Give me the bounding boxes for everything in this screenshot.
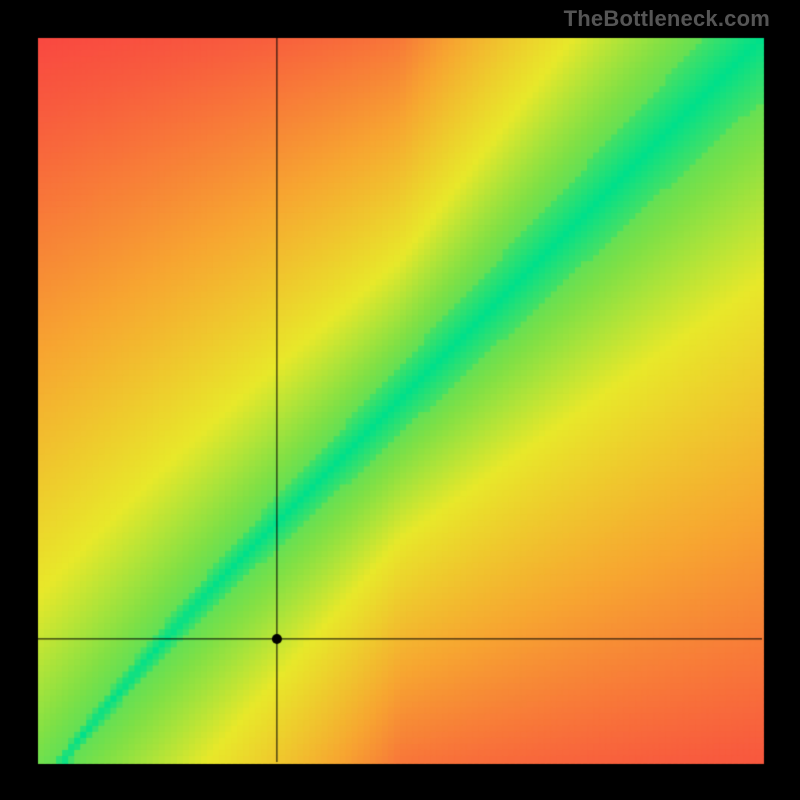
chart-container: TheBottleneck.com	[0, 0, 800, 800]
bottleneck-heatmap	[0, 0, 800, 800]
watermark-text: TheBottleneck.com	[564, 6, 770, 32]
